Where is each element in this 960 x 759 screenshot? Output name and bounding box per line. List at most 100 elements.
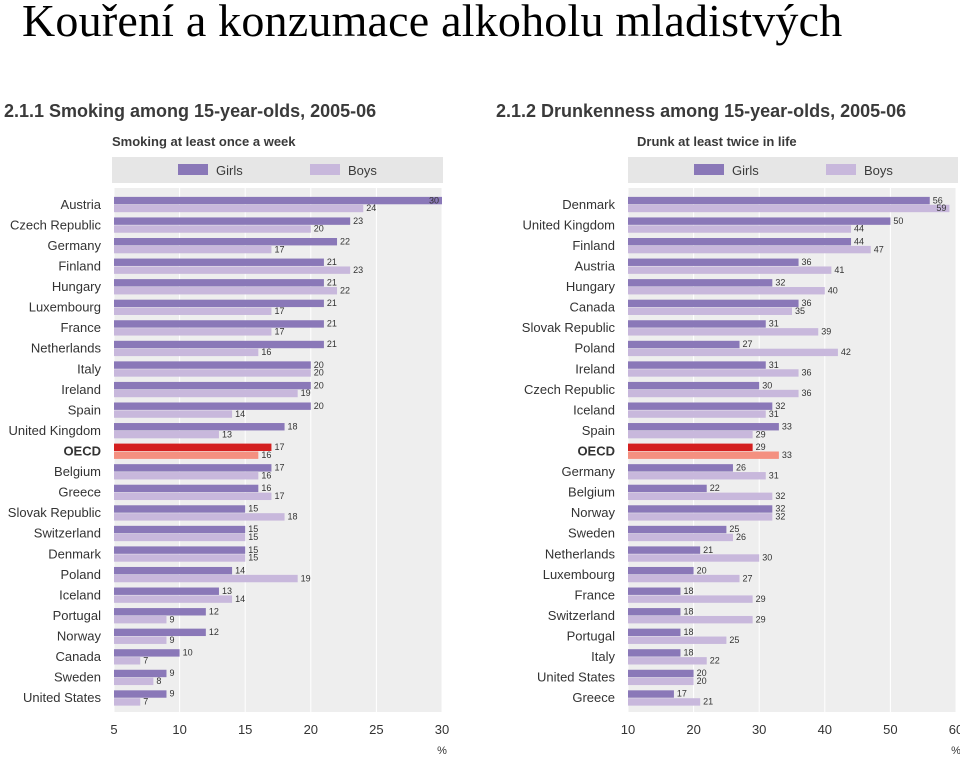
bar-boys-austria <box>114 204 364 213</box>
bar-boys-ireland <box>628 369 799 377</box>
value-label-girls: 56 <box>933 195 943 205</box>
bar-boys-norway <box>114 636 167 644</box>
value-label-girls: 18 <box>683 586 693 596</box>
value-label-girls: 20 <box>314 360 324 370</box>
bar-girls-norway <box>114 628 206 637</box>
bar-girls-hungary <box>628 279 773 287</box>
x-tick-label: 30 <box>752 722 766 737</box>
value-label-girls: 21 <box>327 319 337 329</box>
category-label-norway: Norway <box>57 629 102 644</box>
bar-boys-denmark <box>114 554 246 562</box>
category-label-slovak-republic: Slovak Republic <box>8 505 102 520</box>
bar-boys-spain <box>114 410 233 418</box>
value-label-girls: 44 <box>854 236 864 246</box>
bar-boys-portugal <box>114 615 167 624</box>
bar-girls-italy <box>628 649 681 657</box>
value-label-girls: 26 <box>736 463 746 473</box>
value-label-boys: 31 <box>769 470 779 480</box>
value-label-girls: 32 <box>775 401 785 411</box>
value-label-boys: 14 <box>235 594 245 604</box>
value-label-boys: 17 <box>274 306 284 316</box>
bar-boys-ireland <box>114 389 298 398</box>
bar-boys-france <box>114 328 272 336</box>
category-label-finland: Finland <box>58 258 101 273</box>
category-label-oecd: OECD <box>63 444 101 459</box>
category-label-denmark: Denmark <box>48 546 101 561</box>
bar-girls-slovak-republic <box>114 505 246 513</box>
legend-swatch-girls <box>178 164 208 175</box>
category-label-austria: Austria <box>575 258 616 273</box>
value-label-girls: 36 <box>802 298 812 308</box>
bar-boys-germany <box>628 472 766 480</box>
bar-boys-czech-republic <box>114 225 311 233</box>
legend-label-boys: Boys <box>348 163 377 178</box>
value-label-girls: 10 <box>183 648 193 658</box>
category-label-netherlands: Netherlands <box>545 546 616 561</box>
x-tick-label: 20 <box>304 722 318 737</box>
bar-boys-united-states <box>114 698 141 706</box>
value-label-boys: 40 <box>828 285 838 295</box>
value-label-girls: 18 <box>683 606 693 616</box>
value-label-girls: 20 <box>697 668 707 678</box>
category-label-greece: Greece <box>572 690 615 705</box>
category-label-switzerland: Switzerland <box>548 608 615 623</box>
category-label-norway: Norway <box>571 505 616 520</box>
value-label-boys: 21 <box>703 697 713 707</box>
bar-girls-slovak-republic <box>628 320 766 328</box>
category-label-luxembourg: Luxembourg <box>543 567 615 582</box>
bar-girls-germany <box>628 464 733 472</box>
bar-boys-italy <box>114 369 311 377</box>
bar-girls-switzerland <box>114 525 246 534</box>
value-label-boys: 22 <box>340 285 350 295</box>
value-label-boys: 7 <box>143 697 148 707</box>
bar-girls-canada <box>114 649 180 657</box>
bar-girls-finland <box>628 237 852 246</box>
bar-girls-germany <box>114 237 338 246</box>
chart-subtitle: Smoking at least once a week <box>112 134 296 149</box>
value-label-girls: 31 <box>769 319 779 329</box>
bar-boys-switzerland <box>114 533 246 542</box>
value-label-girls: 50 <box>893 216 903 226</box>
bar-boys-united-states <box>628 677 694 686</box>
bar-boys-sweden <box>628 533 733 542</box>
bar-girls-netherlands <box>114 340 324 349</box>
bar-girls-austria <box>114 196 442 205</box>
category-label-iceland: Iceland <box>573 402 615 417</box>
x-tick-label: 5 <box>110 722 117 737</box>
value-label-boys: 30 <box>762 553 772 563</box>
category-label-portugal: Portugal <box>567 629 616 644</box>
bar-girls-iceland <box>628 402 773 410</box>
bar-girls-italy <box>114 361 311 369</box>
category-label-united-kingdom: United Kingdom <box>523 217 616 232</box>
value-label-boys: 16 <box>261 347 271 357</box>
bar-boys-spain <box>628 430 753 439</box>
legend-panel <box>628 157 958 183</box>
category-label-united-kingdom: United Kingdom <box>9 423 102 438</box>
bar-boys-oecd <box>114 451 259 459</box>
category-label-slovak-republic: Slovak Republic <box>522 320 616 335</box>
value-label-girls: 15 <box>248 504 258 514</box>
bar-boys-hungary <box>628 287 825 295</box>
value-label-girls: 29 <box>756 442 766 452</box>
value-label-girls: 15 <box>248 545 258 555</box>
value-label-girls: 18 <box>683 648 693 658</box>
bar-girls-czech-republic <box>114 217 351 225</box>
value-label-boys: 16 <box>261 450 271 460</box>
value-label-girls: 33 <box>782 421 792 431</box>
category-label-united-states: United States <box>23 690 102 705</box>
value-label-boys: 25 <box>729 635 739 645</box>
bar-girls-finland <box>114 258 324 266</box>
bar-girls-sweden <box>114 669 167 678</box>
value-label-girls: 9 <box>169 668 174 678</box>
value-label-boys: 9 <box>169 614 174 624</box>
category-label-czech-republic: Czech Republic <box>524 382 616 397</box>
value-label-boys: 17 <box>274 327 284 337</box>
bar-boys-luxembourg <box>114 307 272 315</box>
bar-girls-netherlands <box>628 546 701 554</box>
value-label-girls: 21 <box>327 257 337 267</box>
x-tick-label: 40 <box>818 722 832 737</box>
bar-girls-luxembourg <box>628 566 694 575</box>
value-label-girls: 32 <box>775 278 785 288</box>
category-label-italy: Italy <box>591 649 615 664</box>
